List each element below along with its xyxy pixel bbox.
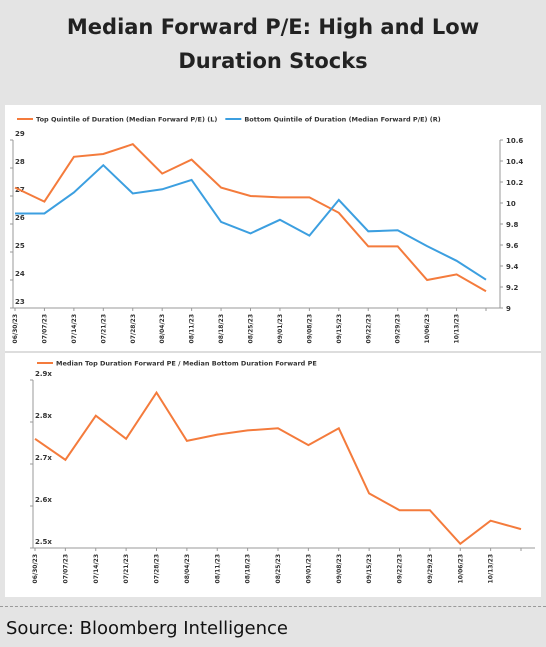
x-tick-label: 10/13/23	[454, 314, 461, 343]
y-tick-label: 2.6x	[35, 496, 52, 504]
y-tick-label: 2.7x	[35, 454, 52, 462]
y2-tick-label: 10.2	[506, 179, 523, 187]
y2-tick-label: 10.6	[506, 137, 523, 145]
x-tick-label: 09/22/23	[397, 554, 404, 583]
x-tick-label: 09/29/23	[395, 314, 402, 343]
x-tick-label: 09/15/23	[336, 314, 343, 343]
x-tick-label: 06/30/23	[12, 314, 19, 343]
x-tick-label: 07/28/23	[154, 554, 161, 583]
legend-label: Median Top Duration Forward PE / Median …	[56, 360, 317, 368]
x-tick-label: 07/21/23	[100, 314, 107, 343]
x-tick-label: 09/29/23	[427, 554, 434, 583]
y-tick-label: 26	[15, 214, 25, 222]
y-tick-label: 2.5x	[35, 538, 52, 546]
x-tick-label: 08/04/23	[159, 314, 166, 343]
x-tick-label: 10/13/23	[488, 554, 495, 583]
y-tick-label: 2.9x	[35, 370, 52, 378]
x-tick-label: 07/07/23	[41, 314, 48, 343]
y-tick-label: 25	[15, 242, 25, 250]
legend-label: Top Quintile of Duration (Median Forward…	[36, 116, 217, 124]
y-tick-label: 2.8x	[35, 412, 52, 420]
y-tick-label: 24	[15, 270, 25, 278]
series-line	[15, 163, 487, 281]
y-tick-label: 29	[15, 130, 25, 138]
y2-tick-label: 9.4	[506, 263, 519, 271]
x-tick-label: 08/11/23	[189, 314, 196, 343]
series-line	[34, 390, 522, 546]
x-tick-label: 09/01/23	[305, 554, 312, 583]
x-tick-label: 08/18/23	[218, 314, 225, 343]
y2-tick-label: 10.4	[506, 158, 523, 166]
y2-tick-label: 10	[506, 200, 516, 208]
x-tick-label: 09/15/23	[366, 554, 373, 583]
x-tick-label: 07/14/23	[71, 314, 78, 343]
x-tick-label: 07/07/23	[62, 554, 69, 583]
source: Source: Bloomberg Intelligence	[6, 618, 288, 639]
x-tick-label: 08/25/23	[275, 554, 282, 583]
x-tick-label: 08/11/23	[214, 554, 221, 583]
x-tick-label: 09/22/23	[365, 314, 372, 343]
x-tick-label: 06/30/23	[32, 554, 39, 583]
x-tick-label: 07/21/23	[123, 554, 130, 583]
legend-label: Bottom Quintile of Duration (Median Forw…	[244, 116, 440, 124]
x-tick-label: 07/28/23	[130, 314, 137, 343]
x-tick-label: 09/01/23	[277, 314, 284, 343]
y2-tick-label: 9.2	[506, 284, 519, 292]
y2-tick-label: 9.8	[506, 221, 519, 229]
x-tick-label: 10/06/23	[457, 554, 464, 583]
separator	[0, 606, 546, 607]
y-tick-label: 23	[15, 298, 25, 306]
x-tick-label: 09/08/23	[336, 554, 343, 583]
series-line	[14, 143, 487, 293]
title: Median Forward P/E: High and Low Duratio…	[66, 15, 480, 73]
y2-tick-label: 9	[506, 305, 511, 313]
chart: 2324252627282999.29.49.69.81010.210.410.…	[5, 105, 541, 597]
y2-tick-label: 9.6	[506, 242, 519, 250]
y-tick-label: 28	[15, 158, 25, 166]
x-tick-label: 08/25/23	[248, 314, 255, 343]
x-tick-label: 08/18/23	[245, 554, 252, 583]
x-tick-label: 07/14/23	[93, 554, 100, 583]
x-tick-label: 09/08/23	[306, 314, 313, 343]
x-tick-label: 10/06/23	[424, 314, 431, 343]
x-tick-label: 08/04/23	[184, 554, 191, 583]
